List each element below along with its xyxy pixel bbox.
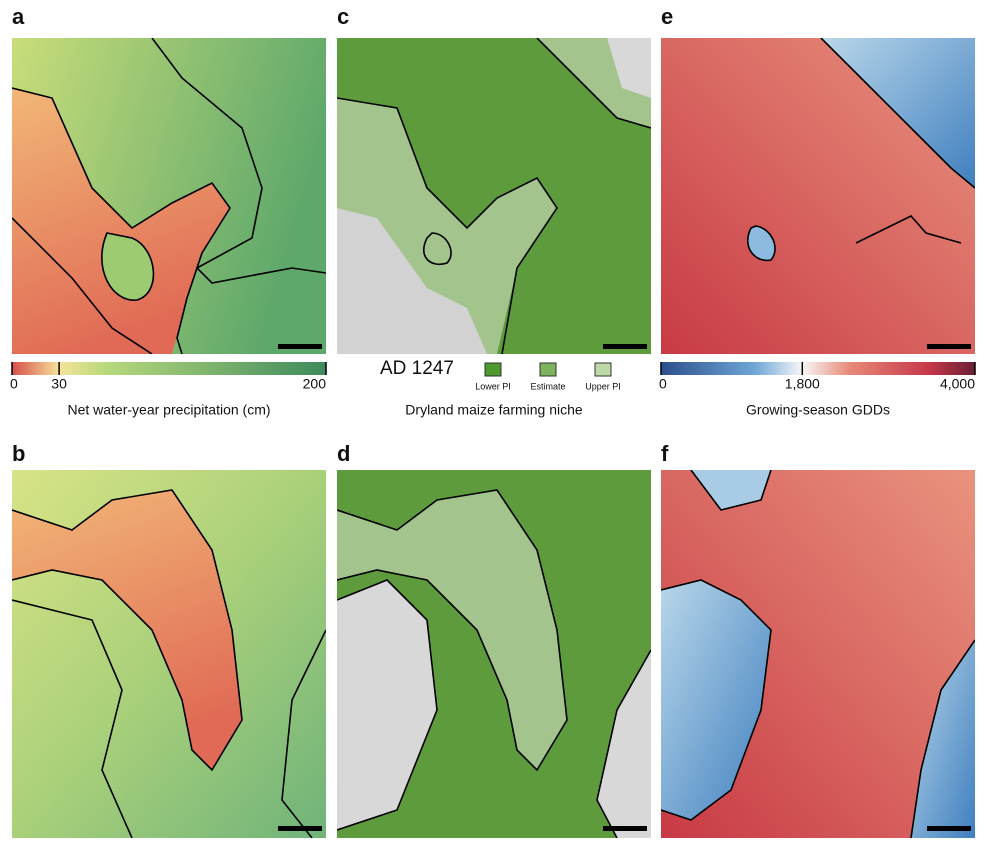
legend-item: Estimate — [530, 381, 565, 391]
colorbar-tick-label: 0 — [10, 376, 18, 392]
legend-item: Upper PI — [585, 381, 621, 391]
map-a — [12, 38, 326, 354]
colorbar-tick-label: 200 — [303, 376, 327, 392]
panel-letter: c — [337, 4, 349, 29]
map-f — [661, 470, 975, 838]
legend-label: Dryland maize farming niche — [405, 402, 583, 418]
panel-letter: f — [661, 441, 669, 466]
colorbar-tick-label: 1,800 — [785, 376, 820, 392]
legend-item: Lower PI — [475, 381, 511, 391]
panel-letter: e — [661, 4, 673, 29]
map-b — [12, 470, 326, 838]
legend-swatch — [595, 363, 611, 376]
legend-swatch — [485, 363, 501, 376]
map-e — [661, 38, 975, 354]
map-d — [337, 470, 651, 838]
panel-letter: d — [337, 441, 350, 466]
colorbar-label: Growing-season GDDs — [746, 402, 890, 418]
figure: a b c d e f 0 30 200 Net water-year precipitatio… — [0, 0, 995, 838]
panel-letter: a — [12, 4, 25, 29]
legend-title: AD 1247 — [380, 358, 454, 379]
colorbar-tick-label: 4,000 — [940, 376, 975, 392]
colorbar-tick-label: 0 — [659, 376, 667, 392]
panel-letter: b — [12, 441, 25, 466]
colorbar — [661, 362, 975, 375]
legend-swatch — [540, 363, 556, 376]
colorbar-tick-label: 30 — [51, 376, 67, 392]
colorbar-label: Net water-year precipitation (cm) — [67, 402, 270, 418]
legend: AD 1247 Lower PI Estimate Upper PI Dryland m… — [380, 358, 621, 418]
map-c — [337, 38, 651, 354]
